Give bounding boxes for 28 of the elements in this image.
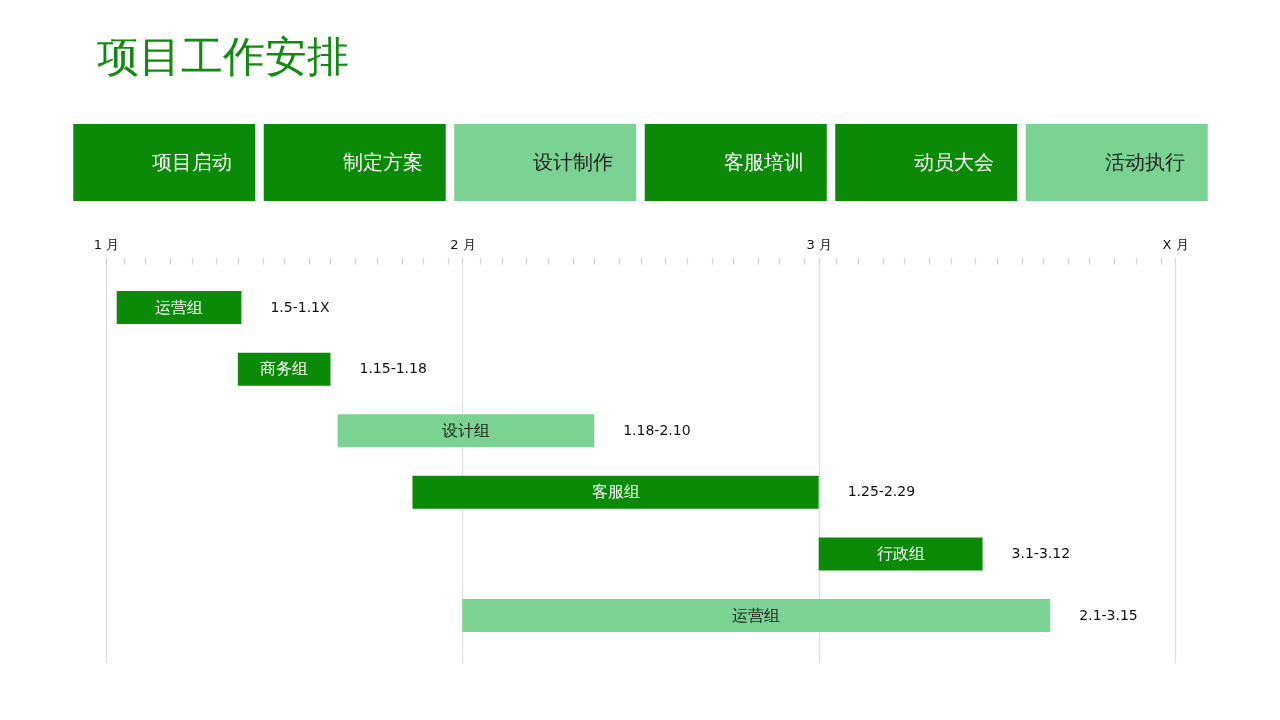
y-tick-label: 运营组: [155, 297, 204, 317]
data-label: 1.15-1.18: [359, 360, 427, 377]
x-tick-label: 1 月: [93, 236, 120, 252]
y-tick-label: 商务组: [260, 359, 309, 379]
x-tick-label: 2 月: [450, 236, 476, 252]
category-label: 设计制作: [533, 150, 614, 174]
text: 项目工作安排: [97, 32, 350, 81]
y-tick-label: 设计组: [441, 420, 490, 440]
category-label: 项目启动: [152, 150, 233, 174]
category-label: 客服培训: [723, 150, 804, 174]
x-tick-label: X 月: [1162, 236, 1189, 252]
data-label: 1.5-1.1X: [270, 298, 330, 315]
category-label: 活动执行: [1104, 150, 1185, 174]
y-tick-label: 运营组: [732, 605, 781, 625]
bar: [818, 537, 983, 571]
bar: [116, 291, 242, 325]
bar: [337, 414, 595, 448]
category-label: 制定方案: [342, 150, 423, 174]
bar: [462, 599, 1051, 633]
y-tick-label: 客服组: [591, 482, 640, 502]
data-label: 2.1-3.15: [1079, 606, 1138, 623]
bar: [412, 475, 819, 509]
data-label: 3.1-3.12: [1011, 544, 1071, 561]
data-label: 1.18-2.10: [623, 421, 691, 438]
data-label: 1.25-2.29: [847, 483, 916, 500]
x-tick-label: 3 月: [806, 236, 832, 252]
y-tick-label: 行政组: [876, 543, 925, 563]
category-label: 动员大会: [914, 150, 995, 174]
